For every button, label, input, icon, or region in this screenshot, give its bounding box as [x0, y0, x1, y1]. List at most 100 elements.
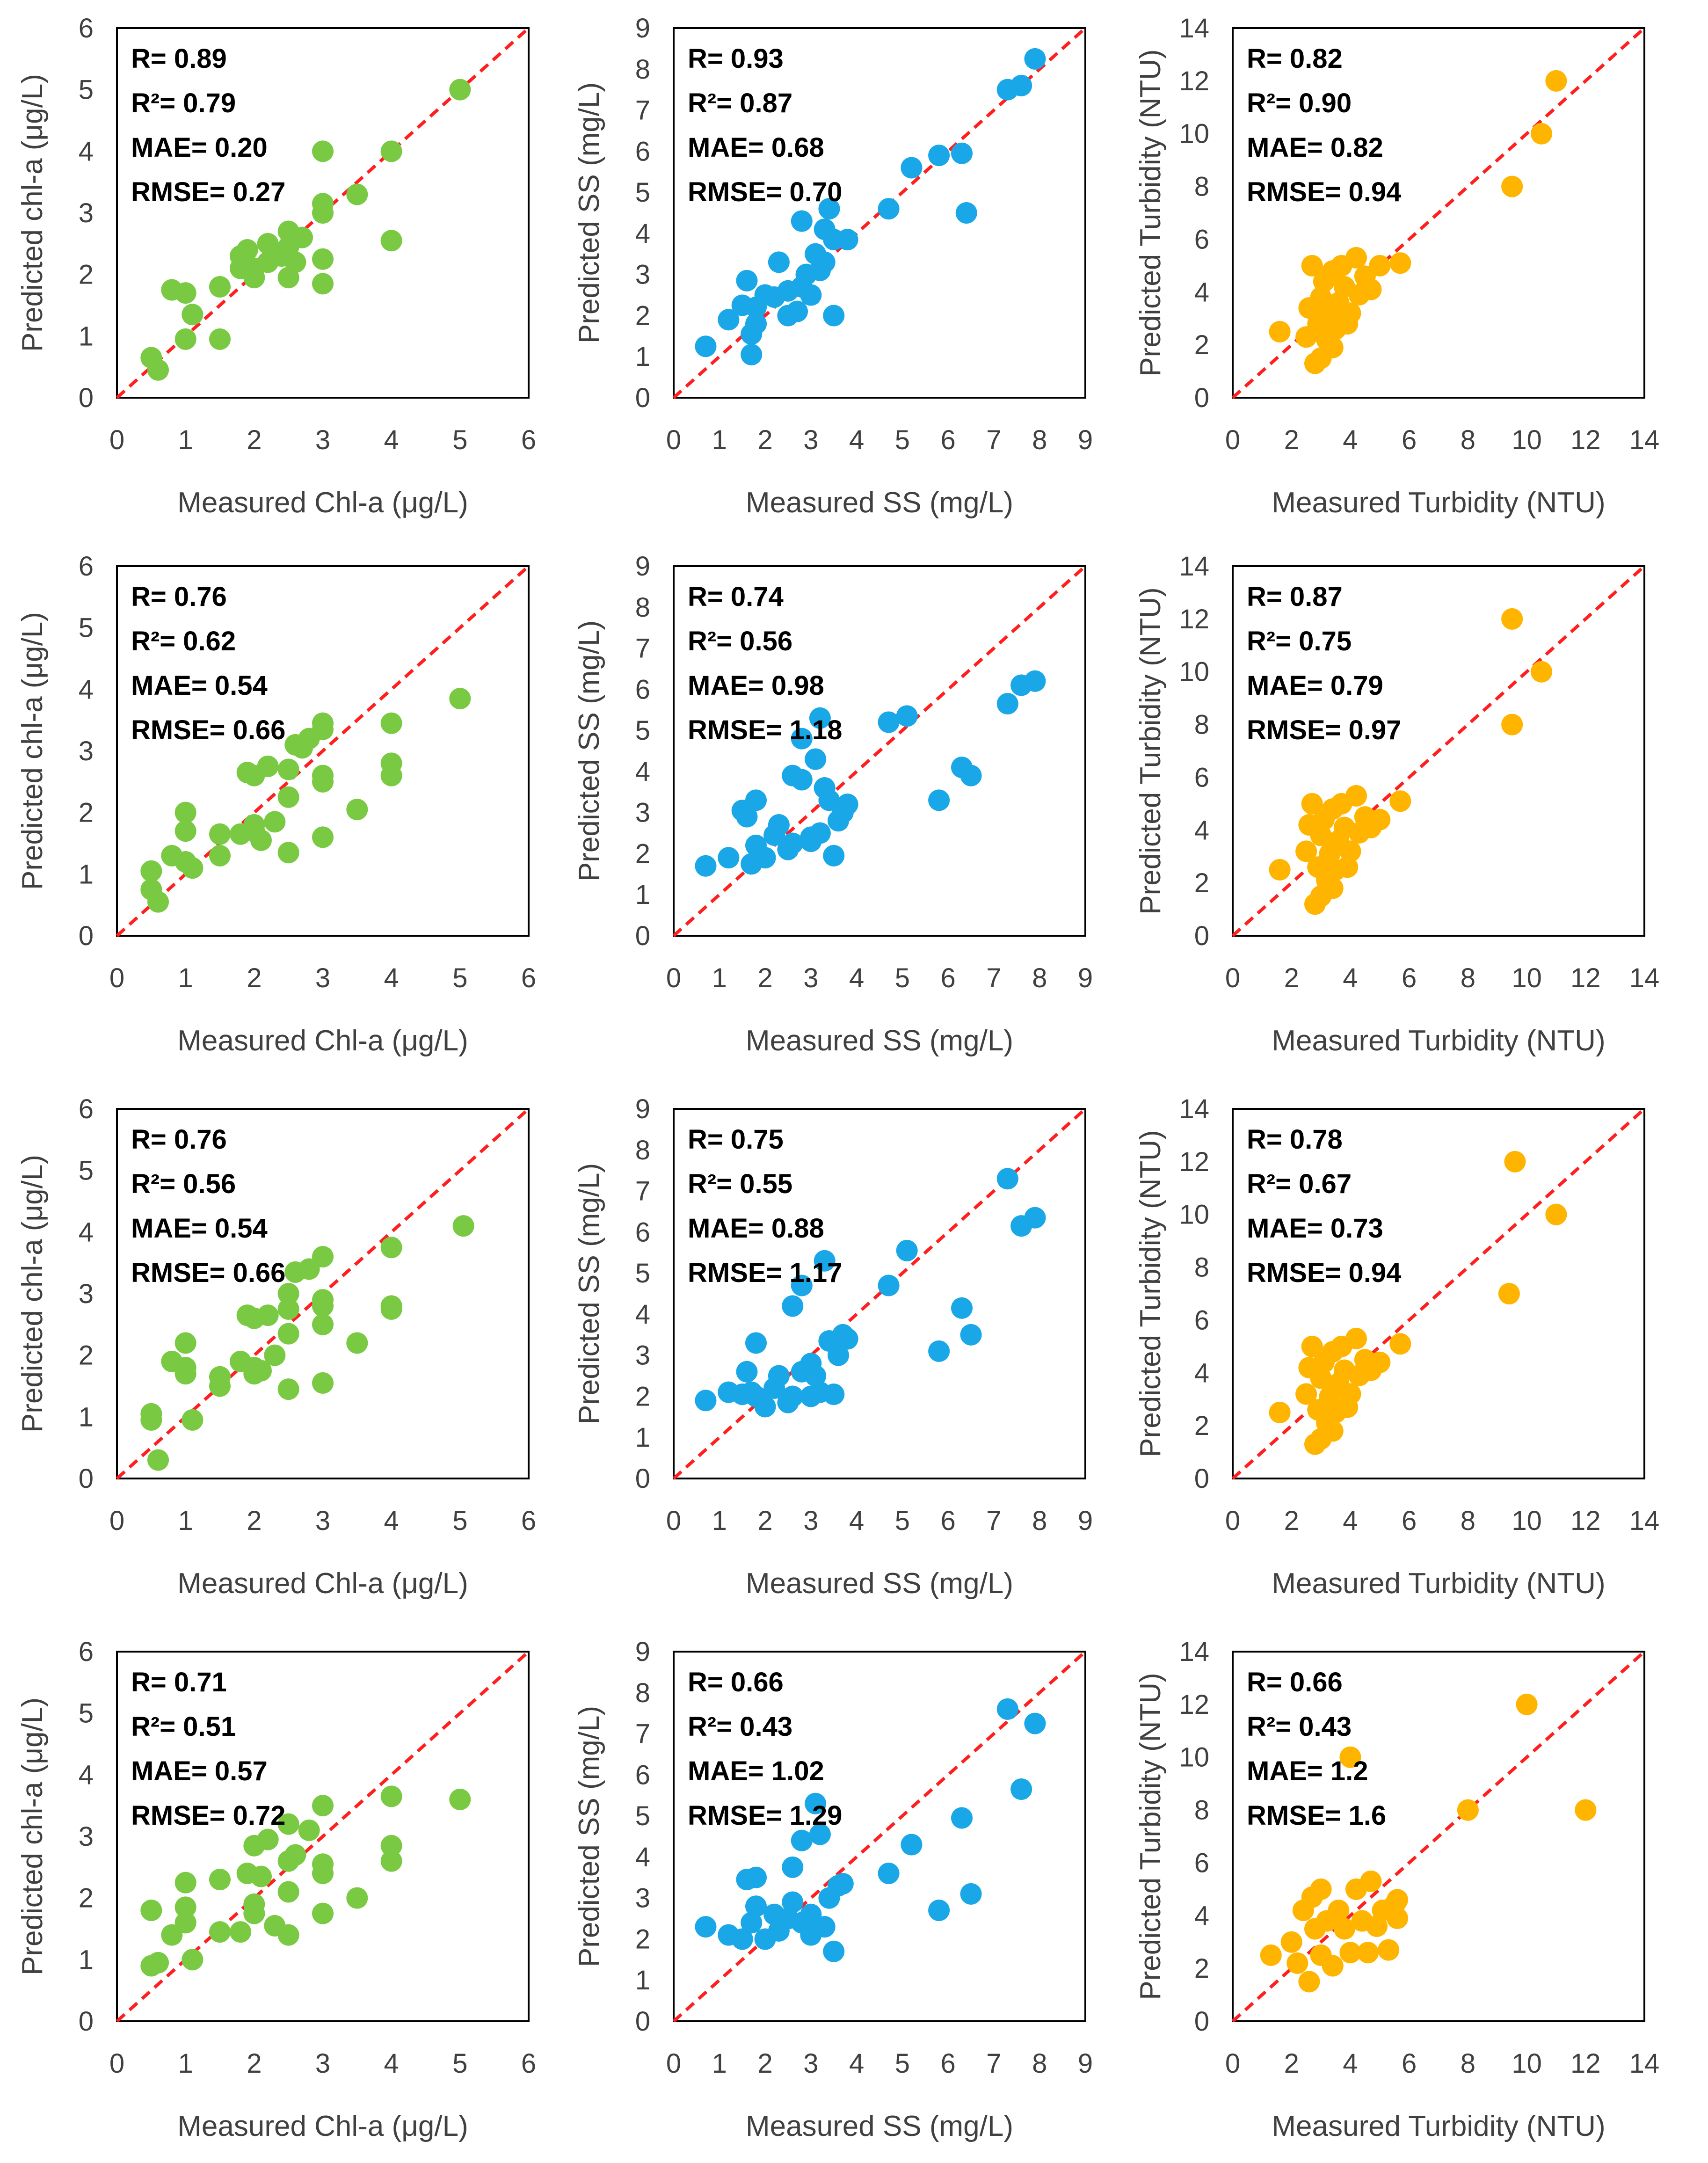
chart-r3c1-point	[277, 1323, 299, 1345]
chart-r4c3-y-axis-label: Predicted Turbidity (NTU)	[1134, 1673, 1167, 2000]
chart-r2c1-point	[312, 765, 334, 787]
chart-r1c3-y-tick-label: 10	[1179, 119, 1209, 149]
chart-r1c2-y-tick-label: 0	[635, 383, 650, 413]
chart-r2c1-point	[449, 688, 471, 710]
chart-r2c3-x-tick-label: 2	[1284, 963, 1299, 993]
chart-r2c2-point	[805, 748, 827, 770]
chart-r1c3-y-tick-label: 6	[1194, 224, 1209, 255]
chart-r4c3-point	[1339, 1746, 1361, 1768]
chart-r3c3-x-tick-label: 10	[1512, 1506, 1542, 1536]
chart-r3c2-x-tick-label: 0	[666, 1506, 681, 1536]
chart-r1c1-point	[209, 328, 231, 350]
chart-r1c3-point	[1369, 255, 1391, 277]
chart-r3c3-y-tick-label: 10	[1179, 1200, 1209, 1230]
chart-r4c3-point	[1286, 1952, 1308, 1974]
chart-r4c1-point	[380, 1785, 402, 1807]
chart-r2c1-stat-mae: MAE= 0.54	[131, 670, 268, 701]
chart-r2c3-point	[1295, 840, 1317, 862]
chart-r3c1-point	[452, 1215, 474, 1237]
chart-r2c2-point	[754, 847, 776, 869]
chart-r4c2-point	[814, 1916, 836, 1938]
chart-r1c3-x-tick-label: 12	[1570, 425, 1601, 455]
chart-r4c3-x-tick-label: 2	[1284, 2048, 1299, 2079]
chart-r4c1-x-tick-label: 0	[109, 2048, 124, 2079]
chart-r1c1-y-tick-label: 1	[79, 321, 94, 351]
chart-r3c2-point	[928, 1340, 950, 1362]
chart-r4c3-x-tick-label: 14	[1629, 2048, 1660, 2079]
chart-r1c1-point	[174, 282, 196, 304]
chart-r4c3-point	[1457, 1799, 1479, 1821]
chart-r4c2-point	[1010, 1778, 1032, 1800]
chart-r2c2-stat-mae: MAE= 0.98	[688, 670, 824, 701]
chart-r2c3-stat-mae: MAE= 0.79	[1247, 670, 1383, 701]
chart-r3c3-one-to-one-line	[1231, 1107, 1646, 1480]
chart-r2c3-stat-rmse: RMSE= 0.97	[1247, 715, 1401, 745]
chart-r3c1-point	[277, 1298, 299, 1320]
chart-r2c2-point	[791, 769, 813, 791]
chart-r3c1-y-tick-label: 0	[79, 1464, 94, 1494]
chart-r4c1-point	[277, 1924, 299, 1946]
chart-r1c3-x-tick-label: 6	[1402, 425, 1417, 455]
chart-r3c1-x-tick-label: 6	[521, 1506, 536, 1536]
chart-r4c1-point	[312, 1795, 334, 1817]
chart-r4c2-stat-mae: MAE= 1.02	[688, 1756, 824, 1786]
chart-r1c2-x-tick-label: 6	[941, 425, 956, 455]
chart-r4c3-point	[1298, 1971, 1320, 1993]
chart-r3c3-point	[1389, 1333, 1411, 1355]
chart-r4c1-y-tick-label: 4	[79, 1760, 94, 1790]
chart-r2c2-point	[818, 789, 840, 811]
chart-r3c2-y-tick-label: 9	[635, 1094, 650, 1124]
chart-r2c1: 0 1 2 3 4 5 6 0 1 2 3 4 5 6 Measured Chl-a (μg/L) Predi…	[16, 551, 536, 1057]
chart-r3c1-point	[209, 1366, 231, 1388]
chart-r3c3-y-tick-label: 12	[1179, 1147, 1209, 1177]
chart-r2c1-point	[174, 801, 196, 823]
chart-r1c1-point	[312, 248, 334, 270]
chart-r3c1: 0 1 2 3 4 5 6 0 1 2 3 4 5 6 Measured Chl-a (μg/L) Predi…	[16, 1094, 536, 1600]
chart-r1c2-point	[736, 269, 758, 291]
chart-r3c2-x-tick-label: 4	[849, 1506, 864, 1536]
chart-r3c2-point	[782, 1295, 804, 1317]
chart-r1c2-stat-r: R= 0.93	[688, 44, 784, 74]
chart-r1c1-y-tick-label: 5	[79, 75, 94, 105]
chart-r1c2-y-tick-label: 2	[635, 300, 650, 331]
chart-r4c1-stat-r: R= 0.71	[131, 1667, 227, 1697]
chart-r1c3-stat-r: R= 0.82	[1247, 44, 1343, 74]
chart-r3c1-point	[257, 1304, 279, 1326]
chart-r4c3-y-tick-label: 14	[1179, 1637, 1209, 1667]
chart-r4c1-x-tick-label: 6	[521, 2048, 536, 2079]
chart-r3c2-point	[960, 1324, 982, 1346]
chart-r3c3-point	[1545, 1203, 1567, 1225]
chart-r1c2-point	[741, 343, 763, 365]
chart-r2c1-point	[380, 752, 402, 774]
chart-r3c2-y-tick-label: 0	[635, 1464, 650, 1494]
chart-r1c2-x-tick-label: 7	[986, 425, 1001, 455]
chart-r4c3-point	[1516, 1693, 1538, 1715]
chart-r3c3-point	[1269, 1401, 1291, 1423]
chart-r2c2-y-tick-label: 9	[635, 551, 650, 582]
chart-r1c3-stat-rmse: RMSE= 0.94	[1247, 177, 1401, 207]
chart-r1c1-point	[380, 230, 402, 252]
chart-r1c2-point	[836, 229, 858, 251]
chart-r3c1-point	[174, 1363, 196, 1385]
chart-r4c3-y-tick-label: 2	[1194, 1953, 1209, 1984]
chart-r2c3-one-to-one-line	[1231, 565, 1646, 937]
chart-r4c3-point	[1260, 1944, 1282, 1966]
chart-r1c1-x-axis-label: Measured Chl-a (μg/L)	[177, 487, 468, 519]
chart-r4c1-point	[243, 1893, 265, 1915]
chart-r2c2-y-tick-label: 8	[635, 592, 650, 623]
chart-r3c3-y-tick-label: 8	[1194, 1253, 1209, 1283]
chart-r1c3-point	[1545, 70, 1567, 92]
chart-r4c3-y-tick-label: 0	[1194, 2006, 1209, 2037]
chart-r3c1-x-tick-label: 0	[109, 1506, 124, 1536]
chart-r4c3-point	[1280, 1931, 1302, 1953]
chart-r4c2-y-tick-label: 3	[635, 1883, 650, 1914]
chart-r4c2-x-tick-label: 2	[757, 2048, 772, 2079]
chart-r3c1-y-tick-label: 4	[79, 1217, 94, 1247]
chart-r4c3-stat-rmse: RMSE= 1.6	[1247, 1800, 1386, 1831]
chart-r2c2-point	[768, 814, 790, 836]
chart-r4c3-point	[1387, 1889, 1408, 1911]
chart-r2c1-point	[346, 799, 368, 821]
chart-r4c1-stat-mae: MAE= 0.57	[131, 1756, 268, 1786]
chart-r1c2-point	[800, 284, 822, 306]
chart-r2c2-point	[878, 711, 900, 733]
